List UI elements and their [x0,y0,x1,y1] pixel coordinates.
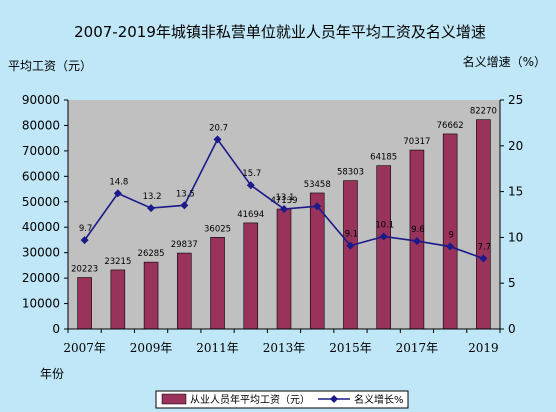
bar-2008 [110,269,126,330]
left-axis-unit: 平均工资（元） [8,59,92,73]
bar-data-labels: 20223 23215 26285 29837 36025 41694 47139 53458… [71,107,497,275]
bar-2015 [343,180,358,330]
line-data-labels: 9.7 14.8 13.2 13.5 20.7 15.7 13.1 9.1 10.1 9.6 9 7.… [79,123,491,252]
legend-bar-label: 从业人员年平均工资（元） [190,393,310,406]
right-axis-unit: 名义增速（%） [463,54,546,69]
growth-label-2018: 9 [448,231,453,241]
left-tick-label: 70000 [22,144,60,158]
legend-bar-swatch [161,393,187,405]
bar-2010 [177,252,192,330]
growth-point-2012 [246,181,255,190]
growth-point-2019 [479,254,488,263]
growth-label-2017: 9.6 [411,225,425,235]
x-tick-label: 2009年 [130,341,173,355]
growth-point-2016 [379,232,388,241]
bar-label-2009: 26285 [138,249,165,259]
x-tick-label: 2013年 [263,341,306,355]
left-tick-label: 90000 [22,93,60,107]
left-tick-label: 20000 [22,271,60,285]
left-tick-label: 10000 [22,297,60,311]
growth-point-2017 [412,237,421,246]
bar-label-2019: 82270 [470,107,497,117]
growth-label-2010: 13.5 [176,189,195,199]
growth-label-2015: 9.1 [345,230,359,240]
growth-point-2011 [213,135,222,144]
growth-point-2009 [147,204,156,213]
growth-point-2013 [280,205,288,214]
bar-2012 [243,222,259,330]
bar-2007 [77,277,92,330]
right-tick-label: 5 [508,276,516,290]
growth-label-2007: 9.7 [79,224,93,234]
bar-label-2013: 47139 [270,196,297,206]
x-tick-labels: 2007年 2009年 2011年 2013年 2015年 2017年 2019 [63,341,498,355]
x-tick-label: 2011年 [196,341,239,355]
bar-2009 [143,261,159,330]
bar-2016 [376,165,391,330]
bar-2014 [309,192,325,330]
bar-label-2014: 53458 [304,180,331,190]
growth-point-2015 [346,241,355,250]
left-tick-label: 50000 [22,195,60,209]
bar-label-2016: 64185 [370,153,397,163]
left-tick-label: 80000 [22,118,60,132]
left-tick-label: 40000 [22,220,60,234]
right-tick-label: 20 [508,139,523,153]
x-tick-label: 2017年 [396,341,439,355]
left-tick-label: 0 [52,322,60,336]
right-tick-label: 15 [508,185,523,199]
legend: 从业人员年平均工资（元） 名义增长% [155,390,409,409]
line-series [80,135,488,263]
right-tick-label: 10 [508,230,523,244]
growth-point-2007 [80,236,89,245]
x-tick-label: 2019 [468,341,499,355]
growth-label-2016: 10.1 [375,220,394,230]
x-tick-label: 2007年 [63,341,106,355]
bar-label-2012: 41694 [237,210,264,220]
legend-box [155,390,409,409]
bar-label-2015: 58303 [337,168,364,178]
axes: 0 10000 20000 30000 40000 50000 60000 70000 8000… [22,93,523,336]
growth-label-2008: 14.8 [109,177,128,187]
growth-point-2014 [313,202,322,211]
bar-2013 [276,208,292,330]
right-tick-label: 25 [508,93,523,107]
bar-label-2007: 20223 [71,265,98,275]
bar-label-2011: 36025 [204,224,231,234]
bar-label-2008: 23215 [104,257,131,267]
bar-2019 [476,119,491,330]
bar-series [77,119,491,330]
bar-label-2017: 70317 [403,137,430,147]
growth-label-2011: 20.7 [209,123,228,133]
growth-point-2010 [180,201,189,210]
growth-point-2008 [113,189,122,198]
bar-label-2010: 29837 [171,240,198,250]
right-tick-label: 0 [508,322,516,336]
growth-label-2009: 13.2 [143,192,162,202]
bar-2011 [210,237,225,330]
legend-line-label: 名义增长% [354,393,404,406]
x-tick-label: 2015年 [329,341,372,355]
bar-label-2018: 76662 [437,121,464,131]
left-tick-label: 60000 [22,169,60,183]
legend-line-marker [330,395,338,403]
growth-label-2012: 15.7 [242,169,261,179]
left-tick-label: 30000 [22,246,60,260]
x-axis-label: 年份 [40,367,64,381]
growth-point-2018 [446,242,455,251]
growth-label-2013: 13.1 [276,193,295,203]
chart-title: 2007-2019年城镇非私营单位就业人员年平均工资及名义增速 [74,23,486,41]
growth-label-2019: 7.7 [478,242,492,252]
